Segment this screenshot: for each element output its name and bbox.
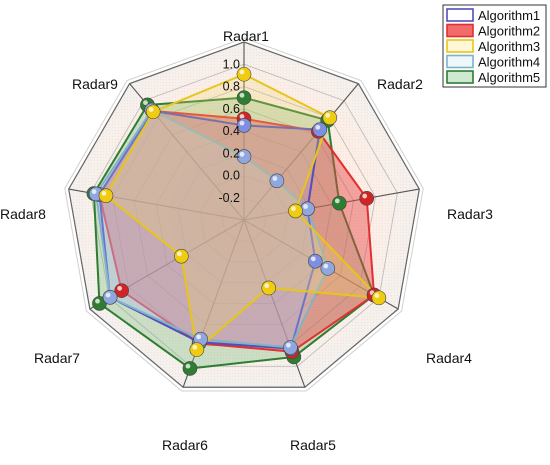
marker-algorithm2-3	[359, 191, 375, 206]
axis-label-1: Radar1	[223, 28, 269, 44]
marker-highlight-algorithm4-3	[303, 204, 308, 209]
radar-spoke-6	[182, 219, 245, 388]
marker-highlight-algorithm5-9	[143, 100, 148, 106]
radar-ring-2	[177, 152, 311, 284]
marker-algorithm4-2	[269, 173, 285, 189]
tick-label-1: 0.0	[223, 169, 240, 183]
marker-highlight-algorithm1-2	[315, 124, 321, 130]
marker-highlight-algorithm3-1	[239, 69, 245, 75]
marker-highlight-algorithm4-8	[91, 189, 97, 195]
marker-highlight-algorithm5-6	[185, 363, 191, 369]
marker-highlight-algorithm4-4	[323, 263, 329, 269]
legend-label-algorithm3: Algorithm3	[478, 39, 540, 54]
legend-label-algorithm5: Algorithm5	[478, 70, 540, 85]
marker-highlight-algorithm3-3	[291, 206, 296, 212]
marker-algorithm3-9	[145, 104, 161, 120]
radar-markers	[86, 66, 387, 376]
radar-grid	[64, 37, 424, 392]
marker-highlight-algorithm4-5	[286, 342, 291, 348]
marker-highlight-algorithm1-1	[239, 120, 245, 126]
marker-highlight-algorithm4-7	[105, 292, 111, 298]
axis-label-9: Radar9	[72, 76, 118, 92]
radar-outer-frame	[68, 41, 420, 388]
legend-label-algorithm2: Algorithm2	[478, 24, 540, 39]
marker-highlight-algorithm2-7	[117, 285, 123, 291]
marker-algorithm3-8	[98, 188, 114, 203]
marker-highlight-algorithm3-8	[101, 190, 107, 196]
marker-algorithm4-5	[283, 340, 298, 355]
radar-outer-frame-shadow	[64, 37, 424, 392]
marker-highlight-algorithm3-9	[148, 107, 154, 112]
tick-label-0: -0.2	[218, 191, 240, 205]
tick-label-5: 0.8	[223, 80, 240, 94]
tick-label-4: 0.6	[223, 102, 240, 116]
marker-highlight-algorithm1-4	[310, 256, 316, 262]
axis-label-6: Radar6	[162, 437, 208, 453]
legend-swatch-algorithm4	[446, 54, 474, 69]
marker-highlight-algorithm5-1	[239, 92, 245, 98]
marker-algorithm3-5	[261, 280, 277, 296]
marker-algorithm3-7	[174, 248, 189, 264]
marker-highlight-algorithm4-6	[196, 334, 202, 340]
marker-highlight-algorithm4-1	[239, 151, 245, 157]
marker-highlight-algorithm4-2	[272, 176, 278, 181]
series-algorithm3-polygon	[104, 73, 380, 351]
marker-highlight-algorithm3-7	[176, 251, 182, 257]
marker-highlight-algorithm3-6	[192, 344, 198, 350]
marker-algorithm3-4	[371, 290, 387, 306]
radar-ring-1	[199, 175, 289, 263]
tick-label-6: 1.0	[223, 57, 240, 71]
axis-labels: Radar1 Radar2 Radar3 Radar4 Radar5 Radar6 Rada…	[0, 28, 493, 453]
axis-label-2: Radar2	[377, 76, 423, 92]
axis-label-7: Radar7	[34, 350, 80, 366]
marker-algorithm5-6	[182, 361, 198, 376]
axis-label-5: Radar5	[290, 437, 336, 453]
marker-highlight-algorithm5-3	[334, 198, 340, 204]
marker-highlight-algorithm3-5	[264, 283, 270, 289]
tick-label-3: 0.4	[223, 124, 240, 138]
tick-label-2: 0.2	[223, 146, 240, 160]
marker-highlight-algorithm2-1	[239, 114, 245, 119]
radar-spoke-3	[243, 188, 420, 221]
axis-label-8: Radar8	[0, 206, 46, 222]
marker-highlight-algorithm5-7	[95, 298, 100, 304]
marker-highlight-algorithm3-4	[374, 293, 380, 298]
marker-highlight-algorithm2-3	[362, 193, 368, 199]
marker-algorithm3-3	[288, 203, 303, 219]
radial-tick-labels: -0.2 0.0 0.2 0.4 0.6 0.8 1.0	[218, 57, 240, 205]
legend-swatch-algorithm3	[446, 39, 474, 53]
marker-highlight-algorithm3-2	[325, 113, 331, 118]
marker-algorithm3-2	[322, 110, 338, 126]
marker-algorithm4-3	[300, 201, 315, 217]
marker-algorithm4-7	[102, 290, 118, 305]
legend-swatch-algorithm1	[446, 8, 474, 22]
radar-spoke-2	[243, 83, 359, 221]
marker-algorithm1-4	[307, 253, 323, 269]
marker-algorithm5-3	[332, 195, 347, 211]
radar-series	[92, 73, 380, 370]
radar-ring-0	[221, 197, 267, 242]
legend: Algorithm1Algorithm2Algorithm3Algorithm4…	[442, 4, 547, 88]
legend-swatch-algorithm2	[446, 23, 474, 38]
legend-label-algorithm1: Algorithm1	[478, 8, 540, 23]
marker-algorithm4-4	[320, 261, 336, 276]
radar-ring-6	[90, 63, 398, 367]
radar-ring-3	[155, 130, 333, 305]
legend-label-algorithm4: Algorithm4	[478, 55, 540, 70]
legend-swatch-algorithm5	[446, 70, 474, 84]
marker-algorithm1-2	[312, 122, 328, 137]
marker-algorithm3-6	[189, 342, 205, 357]
axis-label-4: Radar4	[426, 350, 472, 366]
axis-label-3: Radar3	[447, 206, 493, 222]
